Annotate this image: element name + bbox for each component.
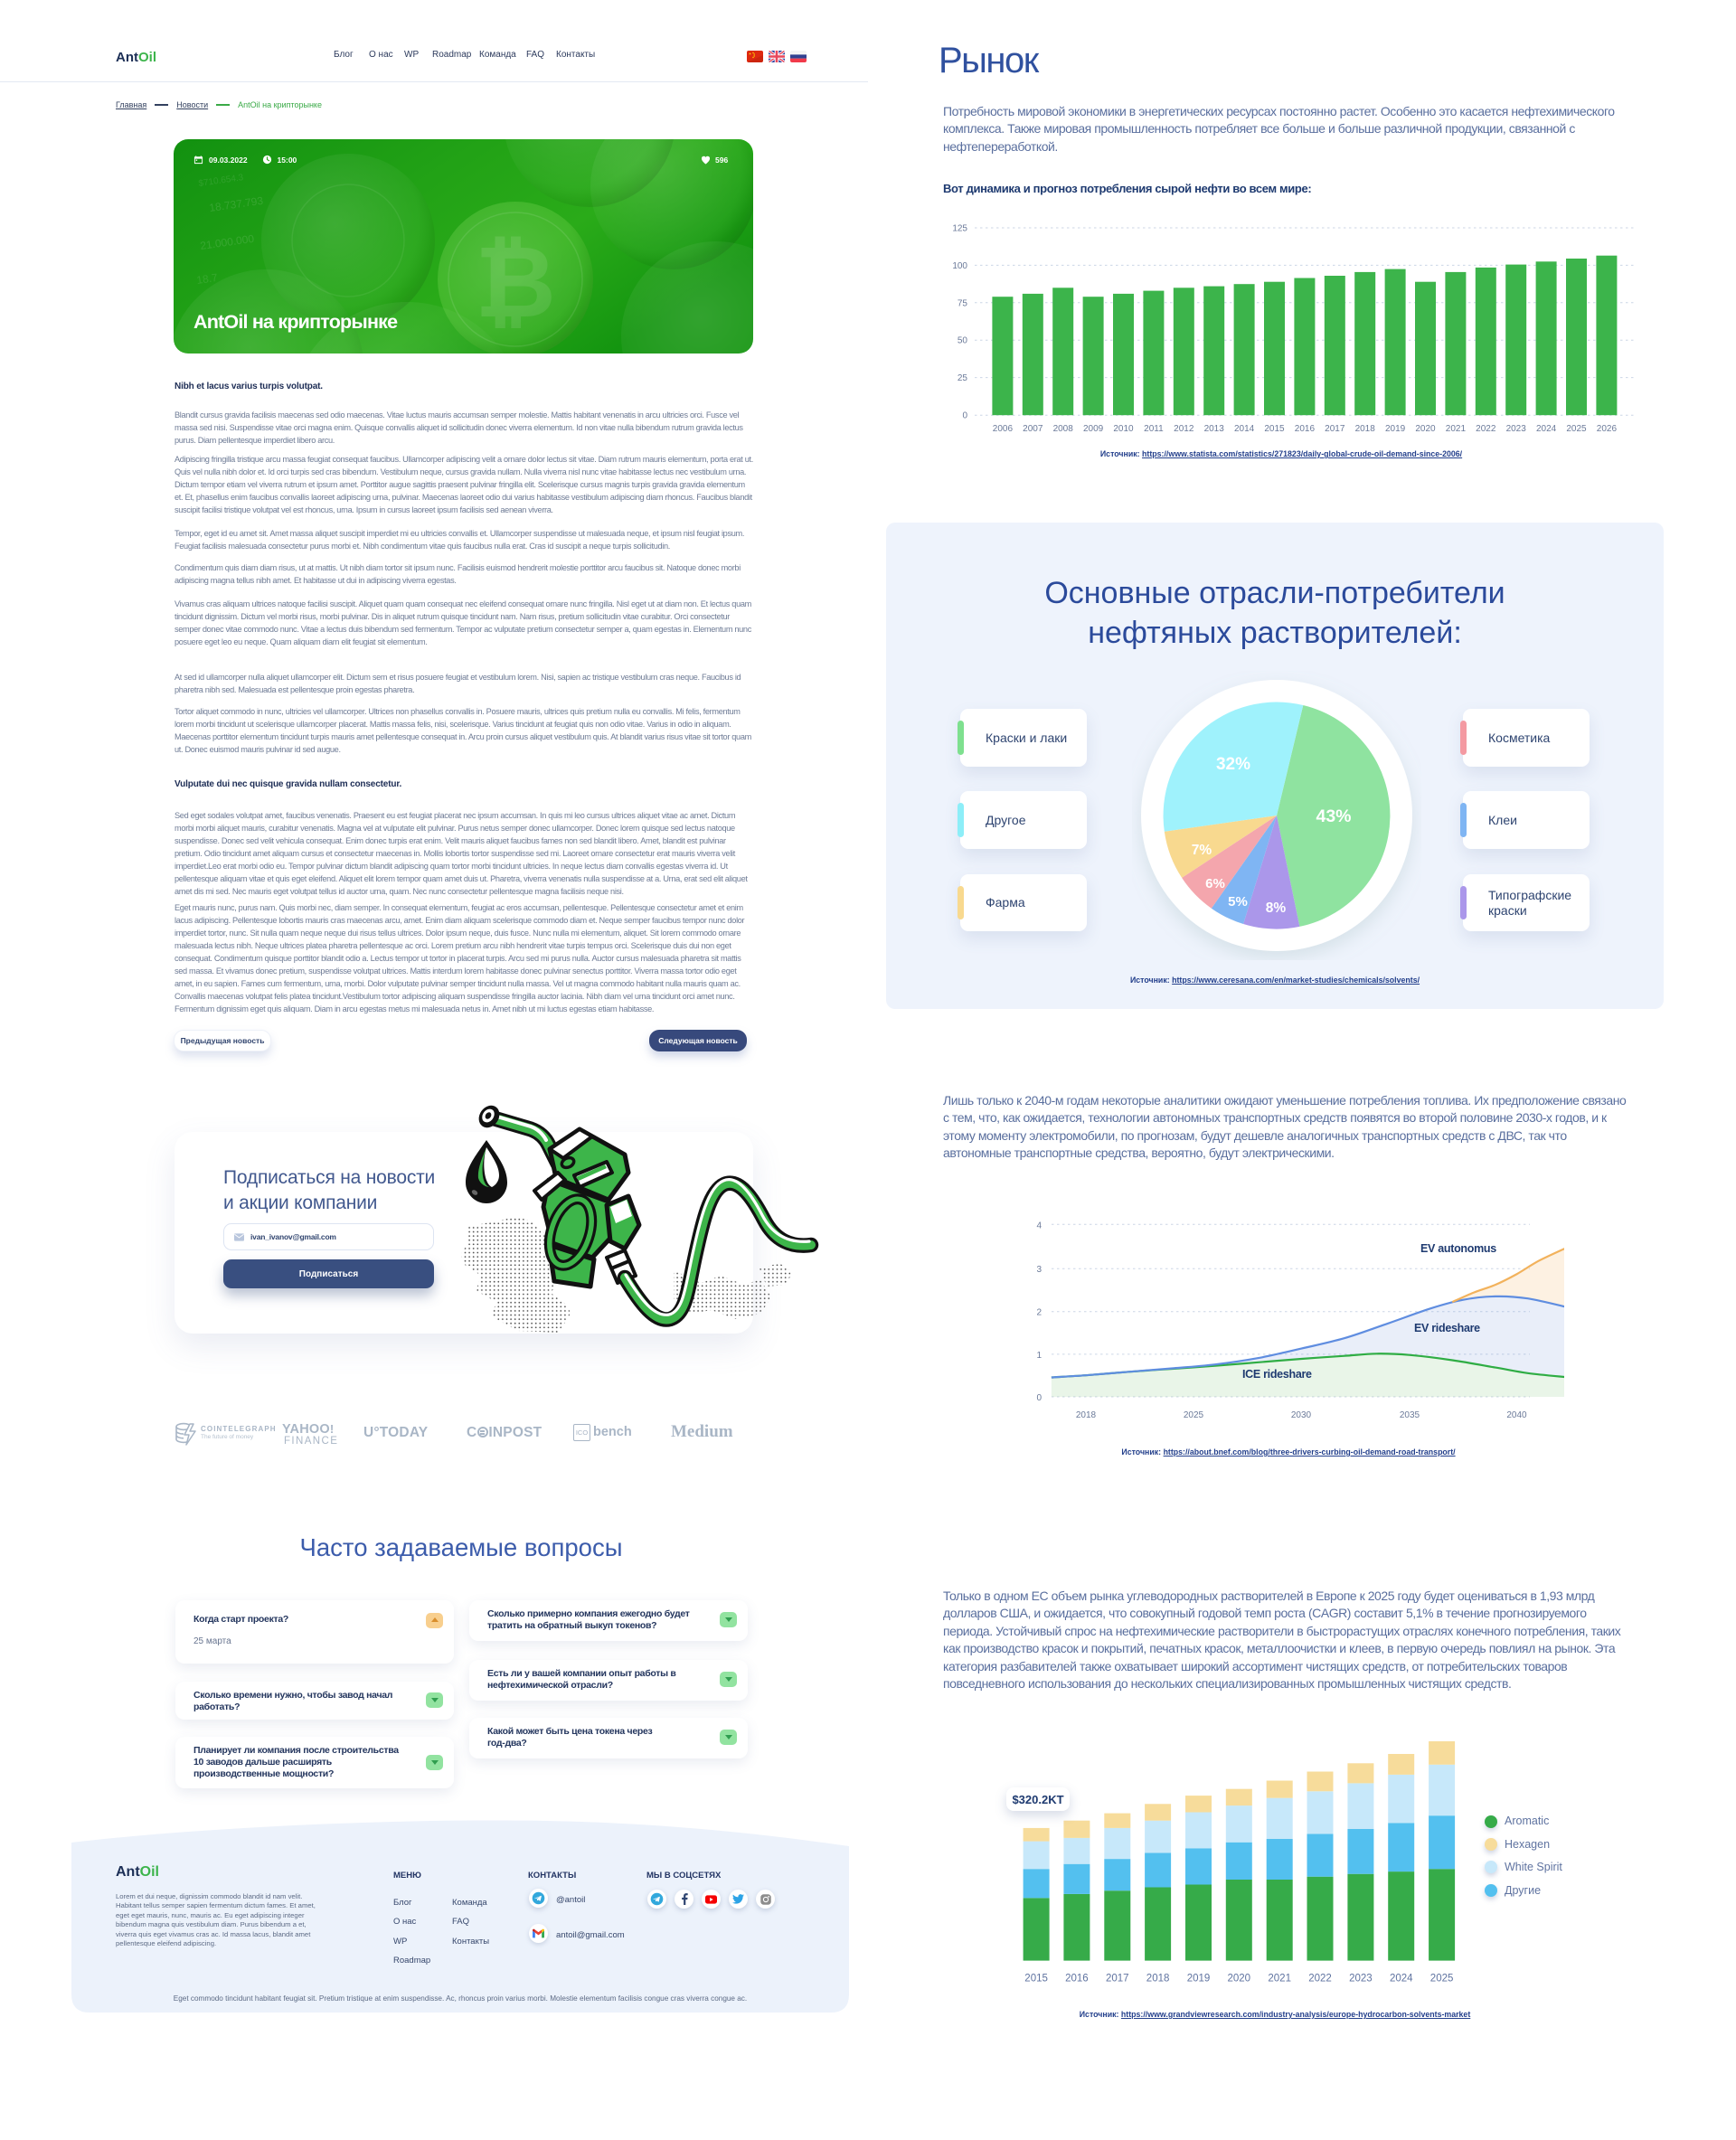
- svg-text:2021: 2021: [1268, 1974, 1291, 1984]
- svg-text:2025: 2025: [1566, 424, 1587, 434]
- svg-text:2017: 2017: [1106, 1974, 1129, 1984]
- svg-text:50: 50: [958, 336, 968, 346]
- svg-text:2018: 2018: [1076, 1410, 1097, 1420]
- svg-text:2016: 2016: [1065, 1974, 1089, 1984]
- svg-text:2026: 2026: [1597, 424, 1618, 434]
- svg-text:₿: ₿: [475, 227, 556, 338]
- svg-text:2010: 2010: [1113, 424, 1134, 434]
- svg-text:2020: 2020: [1415, 424, 1436, 434]
- svg-text:2014: 2014: [1234, 424, 1255, 434]
- svg-text:2016: 2016: [1295, 424, 1316, 434]
- svg-text:125: 125: [952, 224, 967, 234]
- svg-text:2022: 2022: [1476, 424, 1496, 434]
- svg-text:2015: 2015: [1024, 1974, 1048, 1984]
- svg-text:32%: 32%: [1216, 755, 1250, 774]
- svg-text:2022: 2022: [1308, 1974, 1332, 1984]
- svg-text:2017: 2017: [1325, 424, 1345, 434]
- svg-text:2009: 2009: [1083, 424, 1104, 434]
- svg-text:0: 0: [1036, 1393, 1042, 1403]
- svg-text:2: 2: [1036, 1308, 1042, 1318]
- svg-text:2023: 2023: [1506, 424, 1527, 434]
- svg-text:0: 0: [962, 411, 967, 421]
- svg-text:6%: 6%: [1205, 876, 1225, 891]
- svg-text:2025: 2025: [1430, 1974, 1454, 1984]
- svg-text:5%: 5%: [1228, 894, 1248, 910]
- svg-text:2018: 2018: [1146, 1974, 1170, 1984]
- svg-text:1: 1: [1036, 1351, 1042, 1361]
- svg-text:EV rideshare: EV rideshare: [1414, 1322, 1480, 1334]
- svg-text:2011: 2011: [1144, 424, 1164, 434]
- svg-text:2030: 2030: [1291, 1410, 1312, 1420]
- svg-text:8%: 8%: [1266, 900, 1287, 916]
- svg-text:75: 75: [958, 298, 968, 308]
- svg-text:2019: 2019: [1187, 1974, 1211, 1984]
- svg-text:7%: 7%: [1192, 843, 1212, 858]
- svg-text:100: 100: [952, 261, 967, 271]
- svg-text:ICE rideshare: ICE rideshare: [1242, 1368, 1312, 1381]
- svg-text:2023: 2023: [1349, 1974, 1373, 1984]
- svg-text:2024: 2024: [1390, 1974, 1413, 1984]
- svg-text:2020: 2020: [1228, 1974, 1251, 1984]
- svg-text:2021: 2021: [1446, 424, 1467, 434]
- svg-text:2008: 2008: [1053, 424, 1074, 434]
- svg-text:4: 4: [1036, 1221, 1042, 1230]
- svg-text:2035: 2035: [1400, 1410, 1420, 1420]
- svg-text:2025: 2025: [1184, 1410, 1204, 1420]
- svg-text:3: 3: [1036, 1265, 1042, 1275]
- svg-text:2012: 2012: [1174, 424, 1194, 434]
- svg-text:43%: 43%: [1316, 806, 1351, 826]
- svg-text:2006: 2006: [993, 424, 1014, 434]
- svg-text:2015: 2015: [1264, 424, 1285, 434]
- svg-text:2019: 2019: [1385, 424, 1406, 434]
- svg-text:25: 25: [958, 373, 968, 383]
- svg-text:18.7: 18.7: [195, 271, 218, 287]
- svg-text:2007: 2007: [1023, 424, 1043, 434]
- svg-text:2013: 2013: [1204, 424, 1225, 434]
- svg-text:2018: 2018: [1355, 424, 1376, 434]
- svg-text:EV autonomus: EV autonomus: [1420, 1242, 1496, 1255]
- svg-text:2040: 2040: [1506, 1410, 1527, 1420]
- svg-text:2024: 2024: [1536, 424, 1557, 434]
